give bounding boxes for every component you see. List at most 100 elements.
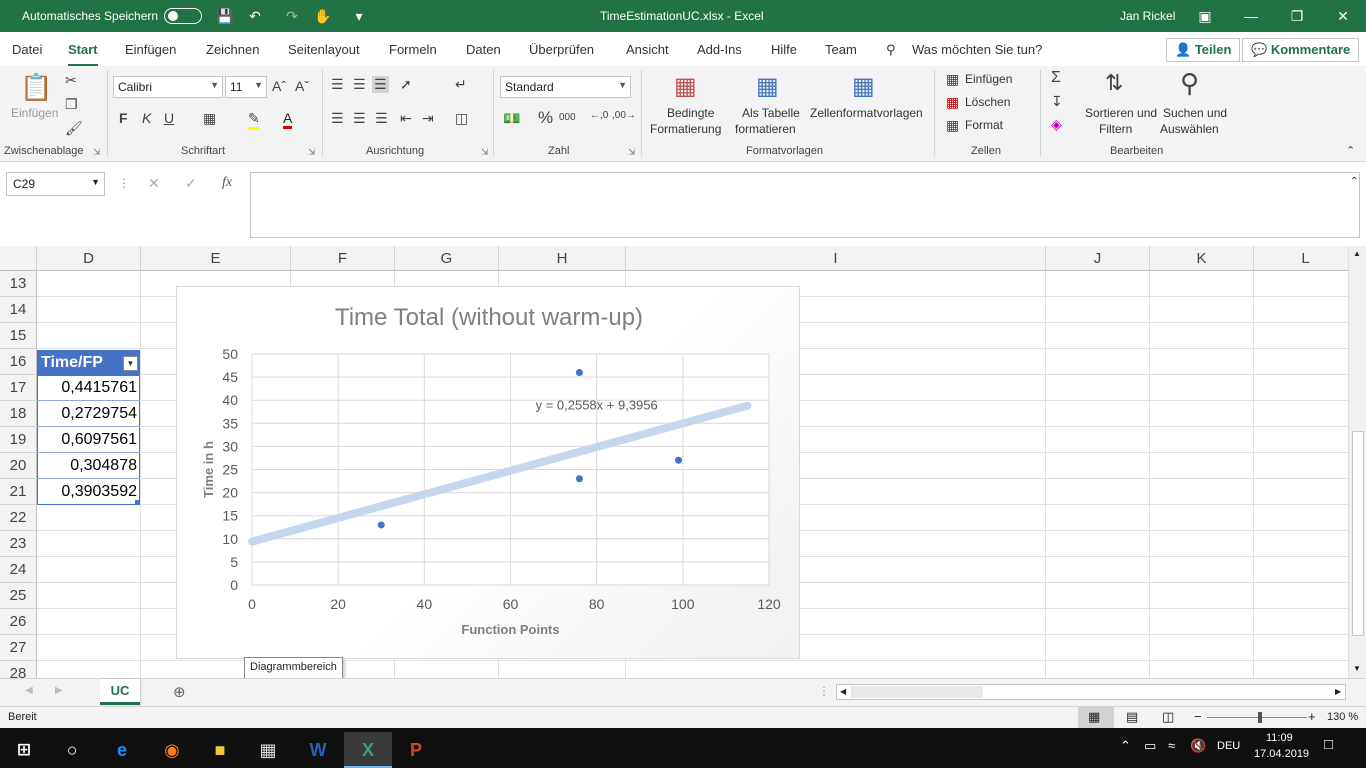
insert-function-icon[interactable]: fx: [222, 175, 233, 190]
user-name[interactable]: Jan Rickel: [1120, 9, 1176, 23]
next-sheet-icon[interactable]: ▶: [55, 685, 63, 696]
col-header[interactable]: J: [1046, 246, 1150, 271]
wifi-icon[interactable]: ≈: [1168, 738, 1176, 753]
zoom-thumb[interactable]: [1258, 712, 1262, 723]
battery-icon[interactable]: ▭: [1144, 738, 1157, 753]
tab-hilfe[interactable]: Hilfe: [771, 42, 798, 57]
wrap-text-icon[interactable]: ↵: [455, 76, 467, 92]
col-header[interactable]: H: [499, 246, 626, 271]
paste-label[interactable]: Einfügen: [11, 106, 59, 120]
sort-label-2[interactable]: Filtern: [1099, 122, 1133, 136]
format-painter-icon[interactable]: 🖌: [65, 120, 83, 136]
cut-icon[interactable]: ✂: [65, 72, 77, 88]
accounting-format-icon[interactable]: 💵: [503, 110, 521, 126]
font-color-icon[interactable]: A: [283, 110, 293, 129]
redo-icon[interactable]: ↷: [286, 8, 298, 24]
edge-icon[interactable]: e: [116, 740, 127, 760]
increase-indent-icon[interactable]: ⇥: [422, 110, 434, 126]
shrink-font-icon[interactable]: Aˇ: [295, 78, 309, 94]
clock-date[interactable]: 17.04.2019: [1254, 748, 1310, 760]
tab-einfuegen[interactable]: Einfügen: [125, 42, 177, 57]
font-launcher-icon[interactable]: ⇲: [308, 147, 316, 157]
table-cell[interactable]: 0,6097561: [37, 427, 140, 453]
windows-start-icon[interactable]: ⊞: [16, 740, 32, 759]
worksheet-grid[interactable]: D E F G H I J K L 13 14 15 16 17 18 19 2…: [0, 246, 1348, 678]
font-name-combo[interactable]: Calibri ▼: [113, 76, 223, 98]
cond-format-label-1[interactable]: Bedingte: [667, 106, 715, 120]
fill-icon[interactable]: ↧: [1051, 93, 1063, 109]
scroll-down-icon[interactable]: ▼: [1353, 664, 1361, 673]
row-header[interactable]: 17: [0, 375, 37, 401]
file-explorer-icon[interactable]: ■: [214, 740, 226, 760]
collapse-formula-icon[interactable]: ⌃: [1350, 176, 1359, 187]
col-header[interactable]: L: [1254, 246, 1348, 271]
delete-cells-label[interactable]: Löschen: [965, 95, 1011, 109]
zoom-level[interactable]: 130 %: [1327, 711, 1359, 723]
tab-addins[interactable]: Add-Ins: [697, 42, 742, 57]
insert-cells-icon[interactable]: ▦: [946, 71, 960, 87]
as-table-label-1[interactable]: Als Tabelle: [742, 106, 800, 120]
col-header[interactable]: D: [37, 246, 141, 271]
merge-center-icon[interactable]: ◫: [455, 110, 469, 126]
page-break-icon[interactable]: ◫: [1162, 709, 1175, 724]
save-icon[interactable]: 💾: [216, 8, 234, 24]
format-as-table-icon[interactable]: ▦: [756, 73, 779, 100]
tab-seitenlayout[interactable]: Seitenlayout: [288, 42, 360, 57]
cell-styles-label[interactable]: Zellenformatvorlagen: [810, 106, 923, 120]
sort-label-1[interactable]: Sortieren und: [1085, 106, 1158, 120]
col-header[interactable]: G: [395, 246, 499, 271]
row-header[interactable]: 23: [0, 531, 37, 557]
table-resize-handle[interactable]: [135, 500, 140, 505]
input-language[interactable]: DEU: [1217, 740, 1241, 752]
scroll-thumb[interactable]: [1352, 431, 1364, 636]
number-launcher-icon[interactable]: ⇲: [628, 147, 636, 157]
row-header[interactable]: 25: [0, 583, 37, 609]
enter-icon[interactable]: ✓: [185, 175, 197, 191]
tell-me-box[interactable]: Was möchten Sie tun?: [912, 42, 1043, 57]
delete-cells-icon[interactable]: ▦: [946, 94, 960, 110]
thousands-separator-icon[interactable]: 000: [559, 112, 576, 123]
normal-view-icon[interactable]: ▦: [1078, 707, 1114, 729]
excel-icon[interactable]: X: [344, 732, 392, 768]
prev-sheet-icon[interactable]: ◀: [25, 685, 33, 696]
clock-time[interactable]: 11:09: [1266, 732, 1293, 744]
clipboard-launcher-icon[interactable]: ⇲: [93, 147, 101, 157]
touch-mode-icon[interactable]: ✋: [314, 8, 332, 24]
undo-icon[interactable]: ↶: [249, 8, 261, 24]
orientation-icon[interactable]: ➚: [400, 76, 412, 92]
col-header[interactable]: E: [141, 246, 291, 271]
row-header[interactable]: 28: [0, 661, 37, 678]
tab-formeln[interactable]: Formeln: [389, 42, 437, 57]
zoom-slider[interactable]: [1207, 717, 1307, 718]
row-header[interactable]: 18: [0, 401, 37, 427]
table-cell[interactable]: 0,304878: [37, 453, 140, 479]
zoom-in-icon[interactable]: +: [1308, 709, 1316, 724]
row-header[interactable]: 22: [0, 505, 37, 531]
copy-icon[interactable]: ❐: [65, 96, 78, 112]
firefox-icon[interactable]: ◉: [164, 740, 180, 760]
select-all[interactable]: [0, 246, 37, 271]
filter-dropdown-icon[interactable]: ▼: [123, 356, 138, 371]
row-header[interactable]: 13: [0, 271, 37, 297]
find-label-2[interactable]: Auswählen: [1160, 122, 1219, 136]
zoom-out-icon[interactable]: −: [1194, 709, 1202, 724]
row-header[interactable]: 20: [0, 453, 37, 479]
customize-qat-icon[interactable]: ▾: [355, 8, 363, 24]
tab-daten[interactable]: Daten: [466, 42, 501, 57]
row-header[interactable]: 27: [0, 635, 37, 661]
tab-start[interactable]: Start: [68, 42, 98, 67]
col-header[interactable]: I: [626, 246, 1046, 271]
col-header[interactable]: K: [1150, 246, 1254, 271]
table-cell[interactable]: 0,4415761: [37, 375, 140, 401]
tab-ansicht[interactable]: Ansicht: [626, 42, 669, 57]
scroll-up-icon[interactable]: ▲: [1353, 249, 1361, 258]
chevron-up-icon[interactable]: ⌃: [1120, 738, 1131, 753]
collapse-ribbon-icon[interactable]: ⌃: [1346, 145, 1356, 157]
conditional-format-icon[interactable]: ▦: [674, 73, 697, 100]
alignment-launcher-icon[interactable]: ⇲: [481, 147, 489, 157]
format-cells-icon[interactable]: ▦: [946, 117, 960, 133]
align-center-icon[interactable]: ☰: [353, 110, 366, 126]
tab-ueberpruefen[interactable]: Überprüfen: [529, 42, 595, 57]
horizontal-scrollbar[interactable]: ◀ ▶: [836, 684, 1346, 700]
chart-area[interactable]: 0 5 10 15 20 25 30 35 40 45 50 0 20 40 60 80 100 120 y = 0…: [176, 286, 800, 659]
